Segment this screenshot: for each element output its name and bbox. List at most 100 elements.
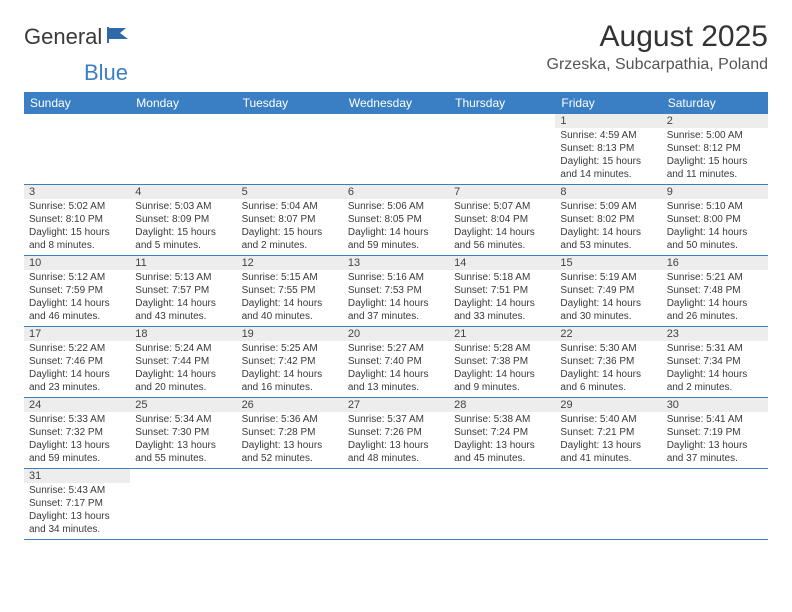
calendar-day-cell: 20Sunrise: 5:27 AMSunset: 7:40 PMDayligh… — [343, 327, 449, 398]
day-number: 11 — [130, 256, 236, 270]
calendar-day-cell: 28Sunrise: 5:38 AMSunset: 7:24 PMDayligh… — [449, 398, 555, 469]
day-content: Sunrise: 5:34 AMSunset: 7:30 PMDaylight:… — [130, 412, 236, 468]
day-number: 17 — [24, 327, 130, 341]
day-content: Sunrise: 5:40 AMSunset: 7:21 PMDaylight:… — [555, 412, 661, 468]
calendar-day-cell: 26Sunrise: 5:36 AMSunset: 7:28 PMDayligh… — [237, 398, 343, 469]
day-content: Sunrise: 5:24 AMSunset: 7:44 PMDaylight:… — [130, 341, 236, 397]
calendar-day-cell: 13Sunrise: 5:16 AMSunset: 7:53 PMDayligh… — [343, 256, 449, 327]
day-content: Sunrise: 5:06 AMSunset: 8:05 PMDaylight:… — [343, 199, 449, 255]
day-number: 1 — [555, 114, 661, 128]
day-number: 9 — [662, 185, 768, 199]
calendar-day-cell: 11Sunrise: 5:13 AMSunset: 7:57 PMDayligh… — [130, 256, 236, 327]
calendar-week-row: 3Sunrise: 5:02 AMSunset: 8:10 PMDaylight… — [24, 185, 768, 256]
calendar-empty-cell — [449, 469, 555, 540]
day-number: 29 — [555, 398, 661, 412]
day-number: 31 — [24, 469, 130, 483]
calendar-empty-cell — [24, 114, 130, 185]
day-number: 28 — [449, 398, 555, 412]
day-content: Sunrise: 5:27 AMSunset: 7:40 PMDaylight:… — [343, 341, 449, 397]
calendar-empty-cell — [237, 469, 343, 540]
calendar-day-cell: 24Sunrise: 5:33 AMSunset: 7:32 PMDayligh… — [24, 398, 130, 469]
col-thursday: Thursday — [449, 92, 555, 114]
calendar-day-cell: 31Sunrise: 5:43 AMSunset: 7:17 PMDayligh… — [24, 469, 130, 540]
day-number: 24 — [24, 398, 130, 412]
calendar-body: 1Sunrise: 4:59 AMSunset: 8:13 PMDaylight… — [24, 114, 768, 540]
day-number: 18 — [130, 327, 236, 341]
day-number: 15 — [555, 256, 661, 270]
calendar-day-cell: 9Sunrise: 5:10 AMSunset: 8:00 PMDaylight… — [662, 185, 768, 256]
calendar-day-cell: 27Sunrise: 5:37 AMSunset: 7:26 PMDayligh… — [343, 398, 449, 469]
day-content: Sunrise: 5:04 AMSunset: 8:07 PMDaylight:… — [237, 199, 343, 255]
day-content: Sunrise: 5:00 AMSunset: 8:12 PMDaylight:… — [662, 128, 768, 184]
logo-text-main: General — [24, 24, 102, 50]
day-number: 25 — [130, 398, 236, 412]
day-content: Sunrise: 5:02 AMSunset: 8:10 PMDaylight:… — [24, 199, 130, 255]
calendar-empty-cell — [237, 114, 343, 185]
day-content: Sunrise: 5:43 AMSunset: 7:17 PMDaylight:… — [24, 483, 130, 539]
day-content: Sunrise: 5:41 AMSunset: 7:19 PMDaylight:… — [662, 412, 768, 468]
day-content: Sunrise: 5:38 AMSunset: 7:24 PMDaylight:… — [449, 412, 555, 468]
calendar-page: General August 2025 Grzeska, Subcarpathi… — [0, 0, 792, 560]
day-content: Sunrise: 5:28 AMSunset: 7:38 PMDaylight:… — [449, 341, 555, 397]
day-content: Sunrise: 5:31 AMSunset: 7:34 PMDaylight:… — [662, 341, 768, 397]
calendar-day-cell: 10Sunrise: 5:12 AMSunset: 7:59 PMDayligh… — [24, 256, 130, 327]
calendar-day-cell: 5Sunrise: 5:04 AMSunset: 8:07 PMDaylight… — [237, 185, 343, 256]
calendar-empty-cell — [130, 114, 236, 185]
calendar-empty-cell — [662, 469, 768, 540]
calendar-day-cell: 22Sunrise: 5:30 AMSunset: 7:36 PMDayligh… — [555, 327, 661, 398]
calendar-day-cell: 16Sunrise: 5:21 AMSunset: 7:48 PMDayligh… — [662, 256, 768, 327]
location-text: Grzeska, Subcarpathia, Poland — [547, 56, 768, 74]
calendar-week-row: 10Sunrise: 5:12 AMSunset: 7:59 PMDayligh… — [24, 256, 768, 327]
day-content: Sunrise: 5:15 AMSunset: 7:55 PMDaylight:… — [237, 270, 343, 326]
day-number: 13 — [343, 256, 449, 270]
calendar-day-cell: 18Sunrise: 5:24 AMSunset: 7:44 PMDayligh… — [130, 327, 236, 398]
day-number: 7 — [449, 185, 555, 199]
calendar-day-cell: 30Sunrise: 5:41 AMSunset: 7:19 PMDayligh… — [662, 398, 768, 469]
day-content: Sunrise: 5:12 AMSunset: 7:59 PMDaylight:… — [24, 270, 130, 326]
day-number: 20 — [343, 327, 449, 341]
calendar-day-cell: 21Sunrise: 5:28 AMSunset: 7:38 PMDayligh… — [449, 327, 555, 398]
day-content: Sunrise: 5:25 AMSunset: 7:42 PMDaylight:… — [237, 341, 343, 397]
calendar-empty-cell — [130, 469, 236, 540]
calendar-header-row: Sunday Monday Tuesday Wednesday Thursday… — [24, 92, 768, 114]
calendar-day-cell: 12Sunrise: 5:15 AMSunset: 7:55 PMDayligh… — [237, 256, 343, 327]
day-content: Sunrise: 5:16 AMSunset: 7:53 PMDaylight:… — [343, 270, 449, 326]
day-content: Sunrise: 5:22 AMSunset: 7:46 PMDaylight:… — [24, 341, 130, 397]
calendar-week-row: 31Sunrise: 5:43 AMSunset: 7:17 PMDayligh… — [24, 469, 768, 540]
day-number: 23 — [662, 327, 768, 341]
day-content: Sunrise: 4:59 AMSunset: 8:13 PMDaylight:… — [555, 128, 661, 184]
calendar-empty-cell — [449, 114, 555, 185]
calendar-day-cell: 29Sunrise: 5:40 AMSunset: 7:21 PMDayligh… — [555, 398, 661, 469]
day-number: 10 — [24, 256, 130, 270]
day-number: 5 — [237, 185, 343, 199]
calendar-day-cell: 19Sunrise: 5:25 AMSunset: 7:42 PMDayligh… — [237, 327, 343, 398]
day-number: 30 — [662, 398, 768, 412]
day-content: Sunrise: 5:03 AMSunset: 8:09 PMDaylight:… — [130, 199, 236, 255]
col-monday: Monday — [130, 92, 236, 114]
day-number: 3 — [24, 185, 130, 199]
day-content: Sunrise: 5:36 AMSunset: 7:28 PMDaylight:… — [237, 412, 343, 468]
calendar-week-row: 17Sunrise: 5:22 AMSunset: 7:46 PMDayligh… — [24, 327, 768, 398]
flag-icon — [106, 25, 132, 50]
day-number: 4 — [130, 185, 236, 199]
day-content: Sunrise: 5:10 AMSunset: 8:00 PMDaylight:… — [662, 199, 768, 255]
calendar-day-cell: 4Sunrise: 5:03 AMSunset: 8:09 PMDaylight… — [130, 185, 236, 256]
calendar-day-cell: 14Sunrise: 5:18 AMSunset: 7:51 PMDayligh… — [449, 256, 555, 327]
day-number: 22 — [555, 327, 661, 341]
calendar-day-cell: 6Sunrise: 5:06 AMSunset: 8:05 PMDaylight… — [343, 185, 449, 256]
day-content: Sunrise: 5:09 AMSunset: 8:02 PMDaylight:… — [555, 199, 661, 255]
day-content: Sunrise: 5:37 AMSunset: 7:26 PMDaylight:… — [343, 412, 449, 468]
col-wednesday: Wednesday — [343, 92, 449, 114]
calendar-day-cell: 15Sunrise: 5:19 AMSunset: 7:49 PMDayligh… — [555, 256, 661, 327]
day-content: Sunrise: 5:07 AMSunset: 8:04 PMDaylight:… — [449, 199, 555, 255]
day-number: 6 — [343, 185, 449, 199]
calendar-table: Sunday Monday Tuesday Wednesday Thursday… — [24, 92, 768, 540]
day-content: Sunrise: 5:30 AMSunset: 7:36 PMDaylight:… — [555, 341, 661, 397]
calendar-empty-cell — [343, 114, 449, 185]
day-number: 8 — [555, 185, 661, 199]
calendar-week-row: 24Sunrise: 5:33 AMSunset: 7:32 PMDayligh… — [24, 398, 768, 469]
calendar-day-cell: 17Sunrise: 5:22 AMSunset: 7:46 PMDayligh… — [24, 327, 130, 398]
calendar-week-row: 1Sunrise: 4:59 AMSunset: 8:13 PMDaylight… — [24, 114, 768, 185]
calendar-day-cell: 1Sunrise: 4:59 AMSunset: 8:13 PMDaylight… — [555, 114, 661, 185]
day-number: 27 — [343, 398, 449, 412]
